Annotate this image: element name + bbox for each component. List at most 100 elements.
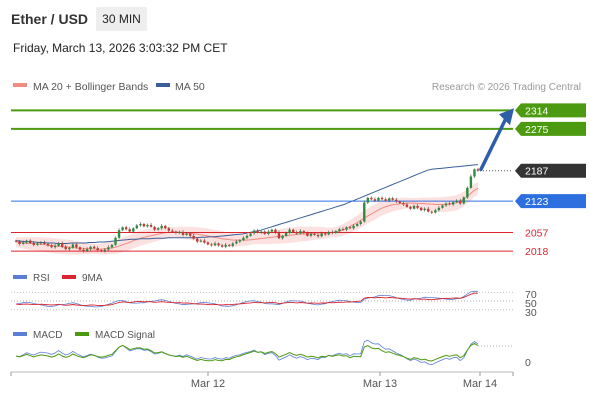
- rsi-ma-legend-swatch: [62, 275, 76, 279]
- candle-body: [409, 206, 412, 209]
- candle-body: [434, 210, 437, 213]
- price-tag-2314: [515, 103, 586, 118]
- candle-body: [107, 247, 110, 250]
- candle-body: [281, 235, 284, 239]
- candle-body: [43, 242, 46, 244]
- price-label-2187: 2187: [525, 166, 549, 178]
- candle-body: [92, 246, 96, 249]
- rsi-line: [15, 290, 478, 308]
- candle-body: [427, 208, 430, 212]
- candle-body: [36, 243, 39, 245]
- macd-zero-label: 0: [525, 357, 531, 369]
- candle-body: [387, 198, 391, 201]
- candle-body: [139, 223, 142, 226]
- candle-body: [71, 244, 75, 248]
- candle-body: [199, 240, 202, 242]
- interval-button[interactable]: 30 MIN: [96, 7, 147, 31]
- candle-body: [210, 244, 213, 246]
- candle-body: [270, 229, 274, 232]
- candle-body: [146, 224, 149, 227]
- price-tag-2275: [515, 121, 586, 136]
- price-label-2275: 2275: [525, 124, 549, 136]
- candle-body: [217, 243, 220, 246]
- candle-body: [181, 232, 185, 235]
- candle-body: [245, 235, 249, 238]
- price-label-2057: 2057: [525, 228, 549, 240]
- candle-body: [473, 169, 476, 177]
- candle-body: [277, 232, 281, 239]
- ma20-legend-swatch: [13, 83, 27, 87]
- forecast-arrow: [479, 116, 508, 172]
- candle-body: [171, 230, 174, 232]
- candle-body: [288, 229, 291, 234]
- candle-body: [249, 233, 252, 236]
- rsi-level-30: 30: [525, 307, 537, 319]
- candle-body: [100, 250, 103, 252]
- candle-body: [121, 227, 124, 231]
- candle-body: [117, 230, 121, 238]
- candle-body: [355, 223, 359, 226]
- candle-body: [267, 231, 270, 234]
- candle-body: [309, 233, 313, 236]
- time-axis: Mar 12 Mar 13 Mar 14: [10, 372, 514, 390]
- candle-body: [256, 230, 259, 233]
- rsi-ma-legend-label: 9MA: [82, 273, 103, 284]
- candle-body: [178, 232, 181, 234]
- candle-body: [61, 242, 64, 247]
- candle-body: [380, 197, 384, 200]
- candle-body: [89, 246, 92, 250]
- candle-body: [299, 231, 302, 234]
- rsi-ma-line: [15, 292, 479, 306]
- candle-body: [263, 231, 266, 234]
- price-label-2314: 2314: [525, 105, 549, 117]
- time-tick-label: Mar 13: [363, 378, 397, 390]
- candle-body: [252, 230, 256, 234]
- candle-body: [345, 227, 348, 230]
- rsi-legend-label: RSI: [33, 273, 50, 284]
- candle-body: [85, 249, 89, 252]
- ma50-legend-swatch: [156, 83, 170, 87]
- candle-body: [377, 197, 380, 201]
- candle-body: [39, 242, 43, 244]
- macd-panel: [15, 339, 513, 366]
- candle-body: [323, 233, 327, 235]
- candle-body: [366, 197, 370, 203]
- candle-body: [423, 208, 426, 211]
- candle-body: [444, 203, 448, 206]
- candle-body: [196, 238, 199, 242]
- candle-body: [135, 225, 139, 229]
- candle-body: [320, 233, 323, 237]
- candle-body: [331, 232, 334, 234]
- candle-body: [18, 241, 21, 244]
- candle-body: [292, 229, 295, 233]
- candle-body: [384, 199, 387, 201]
- candle-body: [149, 224, 153, 227]
- candle-body: [114, 237, 117, 245]
- candle-body: [25, 240, 28, 243]
- candle-body: [57, 242, 60, 246]
- candle-body: [398, 201, 402, 204]
- candle-body: [338, 229, 341, 232]
- time-tick-label: Mar 12: [191, 378, 225, 390]
- price-label-2018: 2018: [525, 246, 549, 258]
- rsi-legend-swatch: [13, 275, 27, 279]
- candle-body: [68, 247, 71, 250]
- rsi-level-70: 70: [525, 289, 537, 301]
- ma20-line: [15, 187, 479, 250]
- candle-body: [231, 243, 234, 246]
- candle-body: [260, 231, 263, 233]
- candle-body: [96, 248, 99, 251]
- candle-body: [78, 247, 82, 250]
- price-label-2123: 2123: [525, 196, 549, 208]
- candle-body: [316, 234, 320, 237]
- macd-signal-line: [15, 342, 479, 362]
- candle-body: [419, 207, 423, 211]
- candle-body: [192, 235, 195, 239]
- candle-body: [348, 227, 352, 229]
- macd-signal-legend-label: MACD Signal: [95, 330, 155, 341]
- candle-body: [352, 225, 355, 229]
- candle-body: [203, 240, 206, 243]
- candle-body: [302, 231, 306, 234]
- candle-body: [437, 207, 441, 211]
- macd-legend-swatch: [13, 332, 27, 336]
